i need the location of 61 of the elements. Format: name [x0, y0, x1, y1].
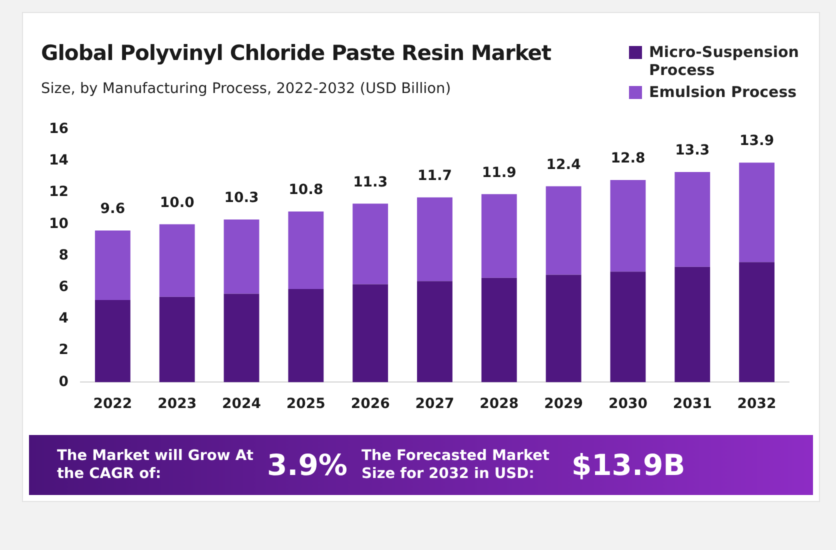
x-tick-label: 2026 [350, 396, 390, 412]
total-label: 10.0 [160, 194, 195, 211]
bar [288, 212, 324, 289]
bar [481, 194, 517, 278]
x-tick-label: 2030 [608, 396, 648, 412]
total-label: 11.7 [417, 168, 452, 184]
chart-subtitle: Size, by Manufacturing Process, 2022-2032 (USD Billion) [41, 81, 451, 97]
text: 3.9% [267, 448, 348, 482]
legend-label: Micro-Suspension Process [649, 43, 800, 79]
total-label: 11.3 [353, 174, 388, 190]
bar [481, 278, 517, 382]
x-tick-label: 2023 [158, 396, 197, 412]
text: The Market will Grow At the CAGR of: [57, 447, 254, 483]
bar [417, 197, 452, 282]
total-label: 10.8 [288, 182, 324, 198]
bar [739, 262, 775, 382]
bar [94, 230, 130, 300]
text: The Forecasted Market Size for 2032 in USD: [361, 447, 550, 483]
y-tick-label: 6 [58, 279, 68, 296]
bar [352, 284, 388, 382]
x-tick-label: 2024 [222, 396, 262, 412]
total-label: 11.9 [482, 164, 516, 181]
y-tick-label: 8 [58, 247, 68, 264]
bar [610, 180, 646, 272]
bar [546, 274, 582, 382]
y-tick-label: 0 [58, 374, 69, 390]
text: $13.9B [571, 448, 686, 482]
bar [288, 288, 324, 382]
bar [546, 186, 582, 275]
bar [224, 294, 260, 382]
chart-title: Global Polyvinyl Chloride Paste Resin Market [41, 41, 552, 65]
y-tick-label: 10 [49, 216, 69, 232]
x-tick-label: 2022 [93, 396, 132, 412]
x-tick-label: 2028 [480, 396, 519, 412]
bar [674, 172, 710, 267]
bar [159, 224, 195, 297]
y-tick-label: 2 [58, 342, 68, 358]
legend-label: Emulsion Process [649, 83, 797, 101]
total-label: 10.3 [224, 190, 259, 206]
total-label: 9.6 [100, 201, 126, 218]
bar [610, 272, 646, 382]
x-tick-label: 2027 [415, 396, 454, 412]
total-label: 12.4 [546, 156, 582, 173]
bar [417, 281, 452, 382]
y-tick-label: 14 [49, 152, 69, 169]
bar [739, 162, 775, 262]
total-label: 13.9 [740, 133, 774, 150]
y-tick-label: 4 [58, 310, 69, 327]
x-tick-label: 2029 [544, 396, 584, 412]
bar [352, 204, 388, 284]
total-label: 12.8 [610, 150, 646, 167]
total-label: 13.3 [675, 142, 710, 159]
x-tick-label: 2032 [737, 396, 776, 412]
bar [159, 296, 195, 382]
x-tick-label: 2025 [286, 396, 326, 412]
y-tick-label: 16 [49, 121, 68, 138]
bar [224, 219, 260, 294]
x-tick-label: 2031 [672, 396, 712, 412]
bar [94, 300, 130, 382]
y-tick-label: 12 [49, 184, 68, 200]
bar [674, 266, 710, 382]
